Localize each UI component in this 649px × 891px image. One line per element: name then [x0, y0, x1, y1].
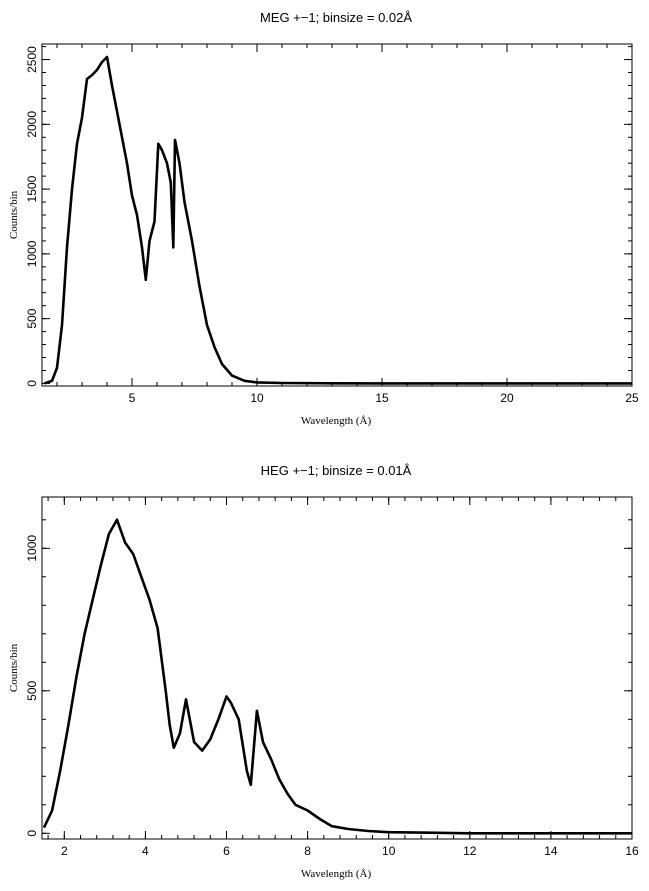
heg-ticks: 2 4 6 8 10 12 14 16 0 500 1000	[25, 497, 639, 858]
meg-y-axis-label: Counts/bin	[8, 190, 20, 239]
heg-x-tick-label: 4	[142, 844, 149, 858]
meg-y-tick-label: 1000	[25, 240, 39, 267]
heg-chart: HEG +−1; binsize = 0.01Å 2 4 6 8 10 12 14 16 0 50…	[8, 463, 639, 880]
heg-x-tick-label: 6	[223, 844, 230, 858]
heg-plot-frame	[41, 496, 633, 840]
heg-x-tick-label: 14	[544, 844, 558, 858]
meg-y-tick-label: 2500	[25, 46, 39, 73]
meg-y-tick-label: 1500	[25, 175, 39, 202]
heg-x-tick-label: 10	[382, 844, 396, 858]
meg-y-tick-label: 0	[25, 380, 39, 387]
meg-plot-frame	[41, 43, 633, 387]
heg-y-tick-label: 0	[25, 830, 39, 837]
meg-series-line	[44, 55, 632, 385]
meg-x-tick-label: 25	[625, 391, 639, 405]
heg-y-axis-label: Counts/bin	[8, 643, 20, 692]
meg-chart-title: MEG +−1; binsize = 0.02Å	[260, 10, 412, 25]
heg-x-axis-label: Wavelength (Å)	[301, 868, 372, 880]
heg-x-tick-label: 16	[625, 844, 639, 858]
meg-x-axis-label: Wavelength (Å)	[301, 415, 372, 427]
heg-y-tick-label: 1000	[25, 535, 39, 562]
meg-x-tick-label: 15	[375, 391, 389, 405]
heg-chart-title: HEG +−1; binsize = 0.01Å	[261, 463, 412, 478]
meg-y-tick-label: 500	[25, 308, 39, 328]
meg-x-tick-label: 20	[500, 391, 514, 405]
meg-ticks: 5 10 15 20 25 0 500 1000 1500 2000 2500	[25, 44, 639, 405]
heg-x-tick-label: 8	[304, 844, 311, 858]
meg-chart: MEG +−1; binsize = 0.02Å 5 10 15 20 25 0 500 10…	[8, 10, 639, 427]
meg-y-tick-label: 2000	[25, 111, 39, 138]
heg-x-tick-label: 12	[463, 844, 477, 858]
meg-x-tick-label: 10	[250, 391, 264, 405]
heg-y-tick-label: 500	[25, 680, 39, 700]
meg-x-tick-label: 5	[129, 391, 136, 405]
heg-x-tick-label: 2	[61, 844, 68, 858]
heg-series-line	[42, 518, 632, 835]
